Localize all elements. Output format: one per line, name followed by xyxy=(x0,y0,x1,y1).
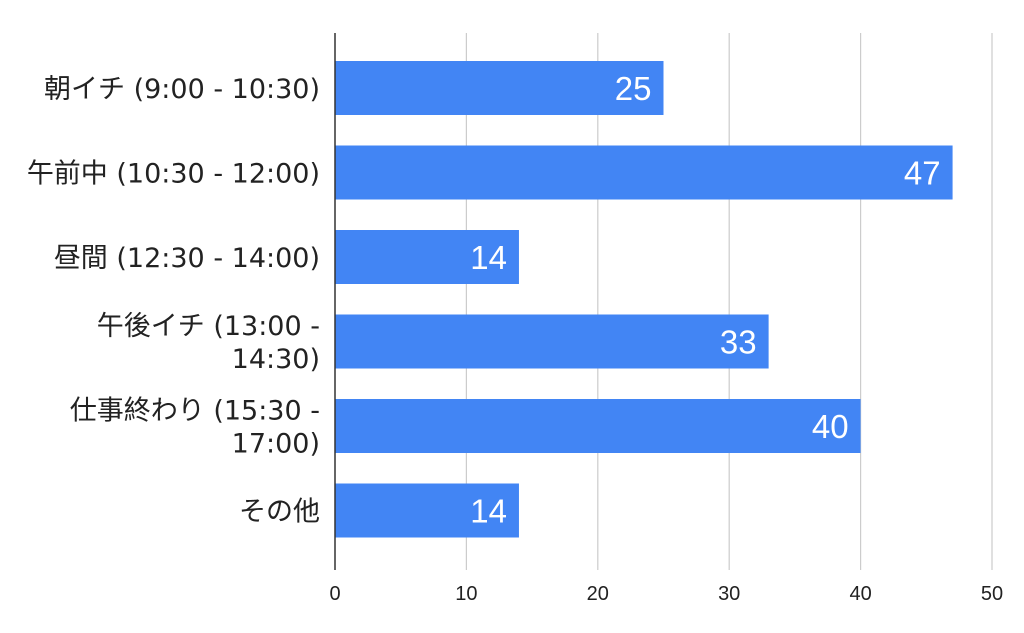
data-label: 47 xyxy=(904,155,941,192)
bar xyxy=(335,61,664,115)
bars: 25 47 14 33 40 14 xyxy=(335,61,953,538)
data-label: 40 xyxy=(812,408,849,445)
x-tick-label: 30 xyxy=(718,583,740,605)
data-label: 14 xyxy=(470,239,507,276)
gridlines xyxy=(465,33,993,570)
bar xyxy=(335,145,953,200)
bar xyxy=(335,483,519,538)
category-label: 仕事終わり (15:30 - xyxy=(70,396,320,427)
category-label: 昼間 (12:30 - 14:00) xyxy=(54,243,320,274)
x-tick-label: 40 xyxy=(849,583,871,605)
category-label: 17:00) xyxy=(232,429,320,460)
category-label: 14:30) xyxy=(232,344,320,375)
bar xyxy=(335,230,519,284)
category-label: 午後イチ (13:00 - xyxy=(97,311,320,342)
data-label: 33 xyxy=(720,324,757,361)
category-label: 午前中 (10:30 - 12:00) xyxy=(27,159,320,190)
category-label: 朝イチ (9:00 - 10:30) xyxy=(44,74,320,105)
data-label: 14 xyxy=(470,493,507,530)
x-tick-label: 10 xyxy=(455,583,477,605)
data-label: 25 xyxy=(615,70,652,107)
x-tick-label: 20 xyxy=(587,583,609,605)
category-label: その他 xyxy=(239,497,320,528)
bar xyxy=(335,314,769,369)
bar xyxy=(335,399,861,453)
category-labels: 朝イチ (9:00 - 10:30) 午前中 (10:30 - 12:00) 昼間 … xyxy=(27,74,320,528)
x-axis-tick-labels: 0 10 20 30 40 50 xyxy=(329,583,1003,605)
x-tick-label: 50 xyxy=(981,583,1003,605)
x-tick-label: 0 xyxy=(329,583,340,605)
